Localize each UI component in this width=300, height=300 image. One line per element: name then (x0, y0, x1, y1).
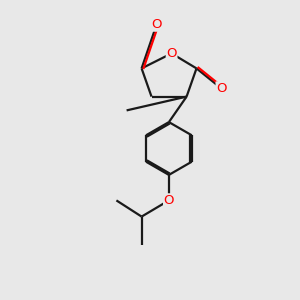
Text: O: O (164, 194, 174, 207)
Text: O: O (216, 82, 227, 95)
Text: O: O (152, 18, 162, 31)
Text: O: O (166, 47, 177, 60)
